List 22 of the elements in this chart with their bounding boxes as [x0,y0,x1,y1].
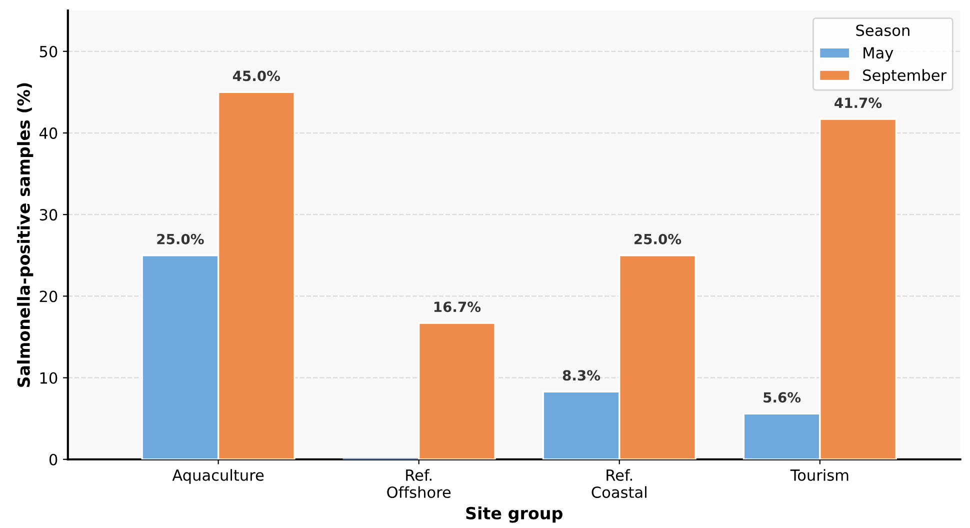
x-tick-label: Ref. Offshore [387,469,451,498]
data-label: 25.0% [157,234,204,244]
x-tick-label: Tourism [790,469,848,481]
y-tick-label: 40 [39,127,58,139]
y-tick-label: 10 [40,372,58,384]
y-tick-label: 20 [40,290,58,302]
legend-label: September [863,69,947,84]
y-tick-label: 0 [49,454,58,466]
legend-title: Season [856,24,910,36]
data-label: 5.6% [764,392,801,403]
x-tick-label: Ref. Coastal [592,469,646,498]
data-label: 16.7% [434,302,481,312]
y-tick-label: 50 [40,46,58,58]
y-axis-title: Salmonella-positive samples (%) [17,83,34,387]
data-label: 41.7% [834,98,882,108]
y-tick-label: 30 [40,209,58,221]
data-label: 25.0% [634,234,682,244]
legend-label: May [864,47,894,62]
data-label: 45.0% [232,70,280,82]
x-axis-title: Site group [466,506,562,523]
x-tick-label: Aquaculture [172,469,264,484]
data-label: 8.3% [562,370,600,381]
